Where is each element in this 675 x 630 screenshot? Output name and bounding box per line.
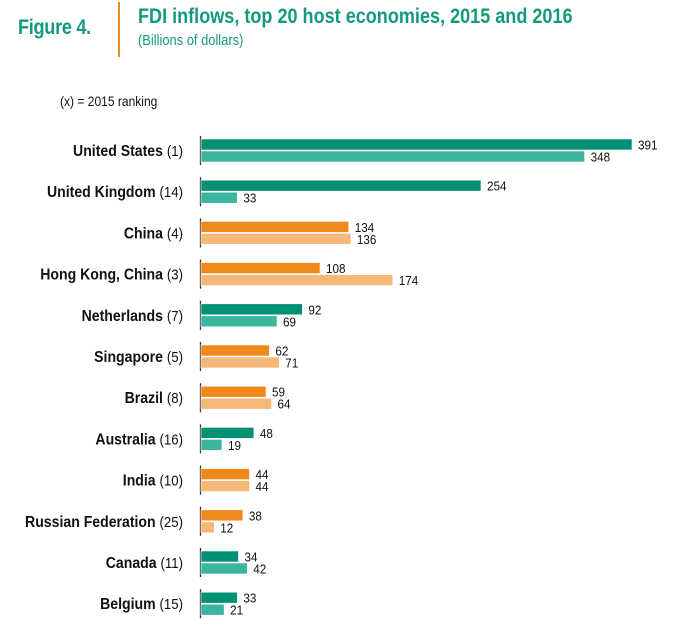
value-label-2015: 19	[228, 438, 241, 453]
bar-2015	[200, 356, 280, 369]
country-name: India	[123, 472, 160, 490]
bar-2016	[200, 179, 482, 192]
value-label-2015: 42	[253, 562, 266, 577]
bar-2015	[200, 603, 225, 616]
value-label-2016: 38	[249, 509, 262, 524]
bar-2015	[200, 191, 238, 204]
country-name: United Kingdom	[47, 183, 160, 201]
value-label-2016: 391	[638, 138, 658, 153]
bar-2016	[200, 427, 255, 439]
value-label-2015: 174	[399, 274, 419, 289]
rank-2015: (7)	[167, 307, 183, 324]
country-name: China	[124, 225, 167, 243]
rank-2015: (4)	[167, 225, 183, 242]
category-label: Canada (11)	[106, 554, 183, 572]
bar-2016	[200, 262, 321, 274]
category-label: Netherlands (7)	[82, 307, 183, 325]
category-label: Hong Kong, China (3)	[40, 266, 183, 284]
bar-2016	[200, 468, 250, 480]
value-label-2015: 69	[283, 315, 296, 330]
bar-2016	[200, 385, 267, 398]
country-name: Russian Federation	[25, 513, 160, 531]
value-label-2016: 108	[326, 262, 346, 277]
chart-title: FDI inflows, top 20 host economies, 2015…	[138, 5, 573, 28]
category-label: Brazil (8)	[125, 389, 183, 407]
category-label: United States (1)	[73, 142, 183, 160]
value-label-2015: 44	[256, 480, 269, 495]
bar-2015	[200, 233, 352, 245]
category-label: India (10)	[123, 472, 183, 490]
category-label: United Kingdom (14)	[47, 183, 183, 201]
country-name: Singapore	[94, 348, 167, 366]
figure-label: Figure 4.	[18, 16, 91, 39]
value-label-2016: 48	[260, 426, 273, 441]
category-label: China (4)	[124, 225, 183, 243]
value-label-2016: 134	[355, 220, 375, 235]
value-label-2015: 64	[278, 397, 291, 412]
ranking-note: (x) = 2015 ranking	[60, 93, 158, 109]
value-label-2015: 33	[243, 191, 256, 206]
chart-subtitle: (Billions of dollars)	[138, 32, 244, 49]
category-label: Singapore (5)	[94, 348, 183, 366]
rank-2015: (1)	[167, 142, 183, 159]
value-label-2015: 12	[220, 521, 233, 536]
bar-2016	[200, 138, 633, 151]
bar-2015	[200, 521, 215, 534]
bar-2016	[200, 591, 238, 604]
category-label: Belgium (15)	[100, 595, 183, 613]
country-name: Hong Kong, China	[40, 266, 167, 284]
value-label-2015: 21	[230, 603, 243, 618]
rank-2015: (3)	[167, 266, 183, 283]
country-name: Belgium	[100, 595, 159, 613]
value-label-2016: 62	[275, 344, 288, 359]
value-label-2016: 33	[243, 591, 256, 606]
rank-2015: (5)	[167, 348, 183, 365]
rank-2015: (11)	[161, 554, 183, 571]
bar-2016	[200, 509, 244, 522]
value-label-2016: 59	[272, 385, 285, 400]
rank-2015: (8)	[167, 389, 183, 406]
bar-2015	[200, 562, 248, 575]
title-divider	[118, 2, 120, 57]
rank-2015: (15)	[160, 595, 183, 612]
rank-2015: (10)	[160, 472, 183, 489]
country-name: Netherlands	[82, 307, 167, 325]
category-label: Russian Federation (25)	[25, 513, 183, 531]
value-label-2016: 34	[244, 550, 257, 565]
rank-2015: (14)	[160, 183, 183, 200]
country-name: United States	[73, 142, 167, 160]
bar-2016	[200, 550, 239, 563]
bar-2015	[200, 315, 278, 328]
value-label-2015: 348	[591, 150, 611, 165]
rank-2015: (16)	[160, 431, 183, 448]
value-label-2016: 254	[487, 179, 507, 194]
bar-2016	[200, 344, 270, 357]
country-name: Canada	[106, 554, 161, 572]
bar-2016	[200, 303, 303, 316]
country-name: Australia	[95, 431, 159, 449]
bar-2015	[200, 274, 394, 286]
rank-2015: (25)	[160, 513, 183, 530]
country-name: Brazil	[125, 389, 167, 407]
bar-2015	[200, 480, 250, 492]
value-label-2015: 136	[357, 232, 377, 247]
value-label-2016: 92	[308, 303, 321, 318]
bar-2015	[200, 439, 223, 451]
bar-2016	[200, 221, 350, 233]
value-label-2016: 44	[256, 468, 269, 483]
bar-2015	[200, 397, 272, 410]
bar-2015	[200, 150, 585, 163]
value-label-2015: 71	[285, 356, 298, 371]
category-label: Australia (16)	[95, 431, 183, 449]
